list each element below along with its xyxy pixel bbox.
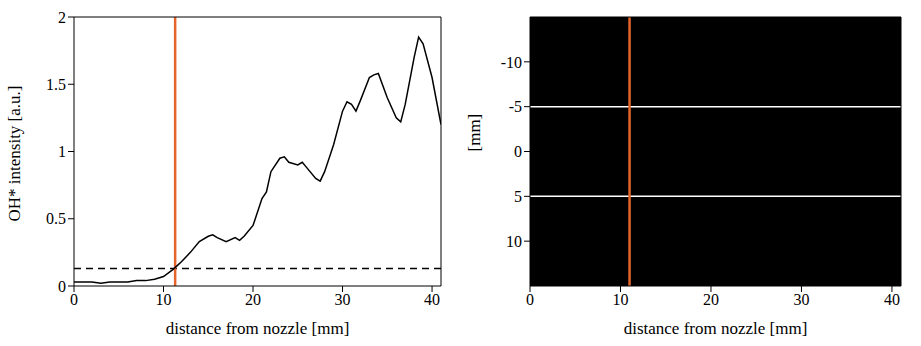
svg-text:20: 20 <box>245 291 261 308</box>
svg-text:30: 30 <box>793 291 809 308</box>
svg-text:distance from nozzle [mm]: distance from nozzle [mm] <box>624 319 808 338</box>
svg-text:1.5: 1.5 <box>46 76 66 93</box>
svg-text:0: 0 <box>526 291 534 308</box>
svg-text:OH* intensity [a.u.]: OH* intensity [a.u.] <box>5 86 24 222</box>
svg-text:10: 10 <box>506 233 522 250</box>
svg-text:5: 5 <box>514 188 522 205</box>
svg-text:40: 40 <box>424 291 440 308</box>
svg-text:2: 2 <box>58 9 66 26</box>
svg-text:10: 10 <box>612 291 628 308</box>
svg-text:[mm]: [mm] <box>465 114 484 152</box>
svg-text:1: 1 <box>58 143 66 160</box>
svg-text:0: 0 <box>58 278 66 295</box>
svg-text:0: 0 <box>70 291 78 308</box>
svg-text:0.5: 0.5 <box>46 210 66 227</box>
svg-text:-10: -10 <box>501 54 522 71</box>
svg-text:distance from nozzle [mm]: distance from nozzle [mm] <box>166 319 350 338</box>
svg-text:20: 20 <box>703 291 719 308</box>
svg-text:30: 30 <box>335 291 351 308</box>
svg-text:10: 10 <box>156 291 172 308</box>
svg-text:40: 40 <box>884 291 900 308</box>
svg-text:0: 0 <box>514 143 522 160</box>
svg-text:-5: -5 <box>509 98 522 115</box>
